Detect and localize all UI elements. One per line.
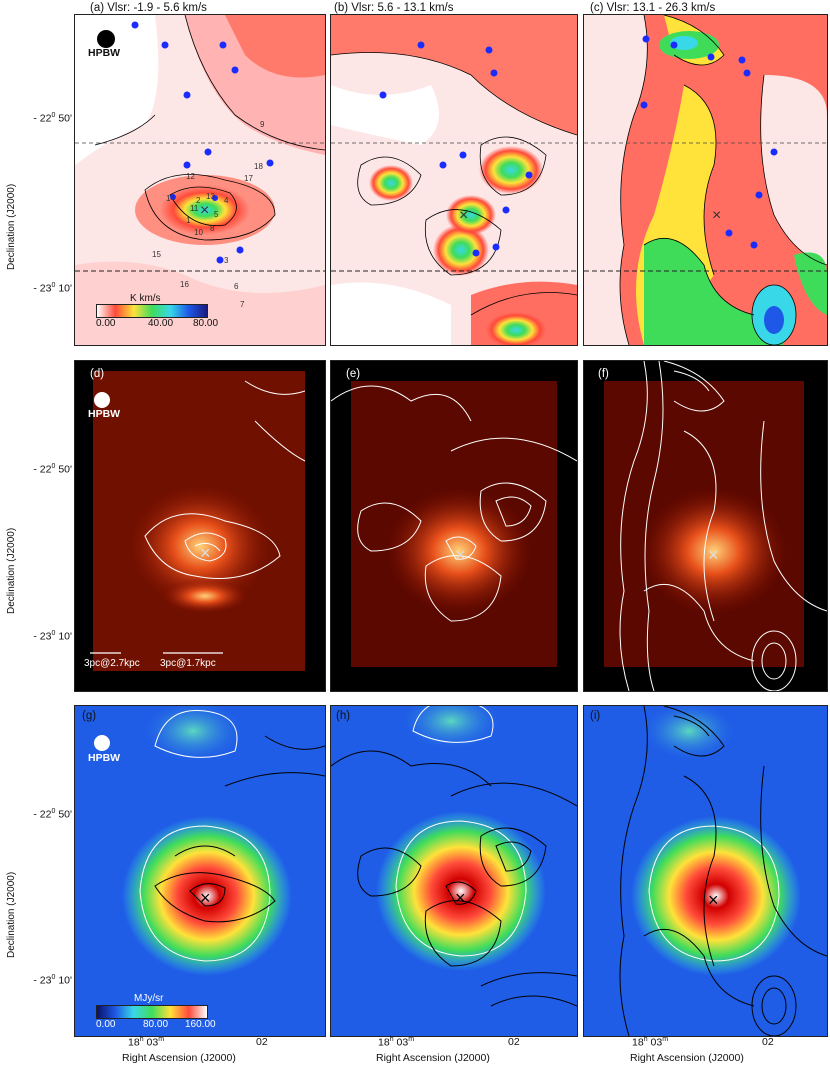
center-cross-icon: × [200, 543, 211, 563]
panel-a-map: × [75, 15, 325, 345]
source-label-4: 4 [224, 196, 229, 205]
x-tick-right-i: 02 [762, 1036, 774, 1048]
center-cross-icon: × [200, 888, 211, 908]
panel-h-title: (h) [336, 710, 351, 722]
y-tick-10-row2: - 230 10' [33, 630, 72, 643]
y-axis-label-row2: Declination (J2000) [6, 527, 17, 614]
panel-c: × [583, 14, 828, 346]
x-tick-left-g: 18h 03m [128, 1036, 165, 1049]
colorbar-bottom-tick-0: 0.00 [96, 1019, 116, 1030]
panel-d: × [74, 360, 326, 692]
y-axis-label-row3: Declination (J2000) [6, 871, 17, 958]
center-cross-icon: × [708, 890, 719, 910]
panel-a-title: (a) Vlsr: -1.9 - 5.6 km/s [90, 2, 207, 14]
colorbar-top-tick-1: 40.00 [148, 318, 174, 329]
colorbar-bottom [96, 1005, 208, 1019]
x-tick-right-g: 02 [256, 1036, 268, 1048]
panel-e-title: (e) [346, 368, 361, 380]
source-label-11: 11 [190, 204, 199, 213]
source-label-18: 18 [254, 162, 263, 171]
source-label-12: 12 [186, 172, 195, 181]
source-label-7: 7 [240, 300, 245, 309]
source-label-2: 2 [196, 196, 201, 205]
center-cross-icon: × [455, 888, 466, 908]
colorbar-top [96, 304, 208, 318]
hpbw-beam-icon [97, 30, 115, 48]
scalebar-right-label: 3pc@1.7kpc [160, 658, 216, 669]
panel-b-title: (b) Vlsr: 5.6 - 13.1 km/s [334, 2, 454, 14]
source-label-5: 5 [214, 210, 219, 219]
center-cross-icon: × [459, 207, 468, 224]
colorbar-top-unit: K km/s [130, 293, 161, 304]
center-cross-icon: × [200, 202, 209, 219]
scalebar-left-label: 3pc@2.7kpc [84, 658, 140, 669]
source-label-15: 15 [152, 250, 161, 259]
source-label-9: 9 [260, 120, 265, 129]
panel-b-map: × [331, 15, 577, 345]
center-cross-icon: × [455, 545, 466, 565]
colorbar-bottom-unit: MJy/sr [134, 993, 164, 1004]
hpbw-label-a: HPBW [88, 47, 121, 59]
y-tick-10-row3: - 230 10' [33, 974, 72, 987]
colorbar-top-tick-0: 0.00 [96, 318, 116, 329]
panel-c-map: × [584, 15, 827, 345]
source-label-17: 17 [244, 174, 253, 183]
panel-h-map: × [331, 706, 577, 1036]
panel-i-title: (i) [590, 710, 601, 722]
source-label-3: 3 [224, 256, 229, 265]
source-label-16: 16 [180, 280, 189, 289]
x-axis-label-g: Right Ascension (J2000) [122, 1052, 236, 1064]
panel-i-map: × [584, 706, 827, 1036]
source-label-1: 1 [186, 216, 191, 225]
colorbar-top-tick-2: 80.00 [193, 318, 219, 329]
colorbar-bottom-tick-1: 80.00 [143, 1019, 169, 1030]
panel-f-title: (f) [598, 368, 609, 380]
source-label-14: 14 [166, 194, 175, 203]
x-tick-left-i: 18h 03m [632, 1036, 669, 1049]
source-labels-a: 1 2 3 4 5 6 7 8 9 10 11 12 13 14 15 16 1… [74, 14, 324, 344]
panel-f-map: × [604, 361, 827, 691]
panel-a: × [74, 14, 326, 346]
y-tick-50-row1: - 220 50' [33, 112, 72, 125]
panel-g: × [74, 705, 326, 1037]
source-label-6: 6 [234, 282, 239, 291]
x-axis-label-i: Right Ascension (J2000) [630, 1052, 744, 1064]
x-axis-label-h: Right Ascension (J2000) [376, 1052, 490, 1064]
y-axis-label-row1: Declination (J2000) [6, 183, 17, 270]
hpbw-beam-icon [94, 392, 110, 408]
panel-d-map: × [90, 371, 306, 671]
panel-e-map: × [331, 381, 577, 667]
panel-b: × [330, 14, 578, 346]
y-tick-10-row1: - 230 10' [33, 282, 72, 295]
center-cross-icon: × [708, 545, 719, 565]
panel-i: × [583, 705, 828, 1037]
hpbw-label-g: HPBW [88, 752, 121, 764]
panel-c-title: (c) Vlsr: 13.1 - 26.3 km/s [590, 2, 716, 14]
panel-d-title: (d) [90, 368, 105, 380]
source-label-13: 13 [206, 192, 215, 201]
y-tick-50-row3: - 220 50' [33, 808, 72, 821]
y-tick-50-row2: - 220 50' [33, 463, 72, 476]
panel-e: × [330, 360, 578, 692]
center-cross-icon: × [712, 207, 721, 224]
panel-g-map: × [75, 706, 325, 1036]
hpbw-label-d: HPBW [88, 408, 121, 420]
panel-f: × [583, 360, 828, 692]
panel-g-title: (g) [82, 710, 97, 722]
x-tick-right-h: 02 [508, 1036, 520, 1048]
hpbw-beam-icon [94, 735, 110, 751]
source-label-10: 10 [194, 228, 203, 237]
x-tick-left-h: 18h 03m [378, 1036, 415, 1049]
colorbar-bottom-tick-2: 160.00 [185, 1019, 216, 1030]
source-label-8: 8 [210, 224, 215, 233]
panel-h: × [330, 705, 578, 1037]
